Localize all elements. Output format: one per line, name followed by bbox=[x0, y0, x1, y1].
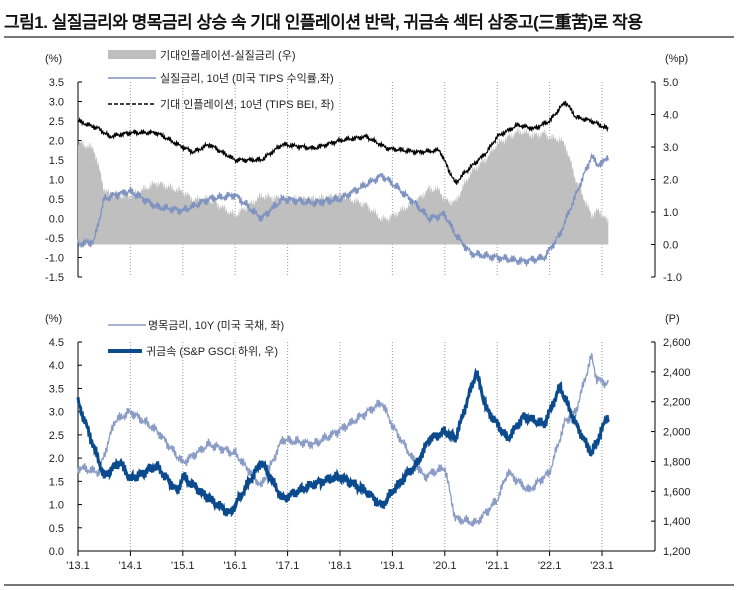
right-tick-label: 2.0 bbox=[663, 175, 678, 187]
left-tick-label: 2.0 bbox=[49, 453, 64, 465]
nominal-rate-line bbox=[77, 353, 609, 527]
left-tick-label: 3.5 bbox=[49, 77, 64, 89]
right-tick-label: 1,800 bbox=[663, 456, 691, 468]
right-tick-label: 1,400 bbox=[663, 516, 691, 528]
left-tick-label: 3.0 bbox=[49, 97, 64, 109]
right-tick-label: -1.0 bbox=[663, 272, 682, 284]
left-tick-label: 2.0 bbox=[49, 136, 64, 148]
right-tick-label: 2,000 bbox=[663, 427, 691, 439]
bottom-rule bbox=[4, 584, 734, 586]
legend-gold: 귀금속 (S&P GSCI 하위, 우) bbox=[146, 344, 278, 358]
left-unit: (%) bbox=[45, 53, 62, 65]
left-tick-label: 3.5 bbox=[49, 383, 64, 395]
left-tick-label: 4.0 bbox=[49, 360, 64, 372]
x-tick-label: '22.1 bbox=[538, 560, 562, 572]
x-tick-label: '14.1 bbox=[119, 560, 143, 572]
right-tick-label: 1.0 bbox=[663, 207, 678, 219]
right-tick-label: 2,400 bbox=[663, 367, 691, 379]
left-tick-label: 0.5 bbox=[49, 194, 64, 206]
left-tick-label: -1.5 bbox=[45, 272, 64, 284]
left-unit: (%) bbox=[45, 313, 62, 325]
x-tick-label: '21.1 bbox=[485, 560, 509, 572]
real-rate-line bbox=[77, 152, 609, 267]
right-tick-label: 0.0 bbox=[663, 240, 678, 252]
x-tick-label: '17.1 bbox=[276, 560, 300, 572]
x-tick-label: '20.1 bbox=[433, 560, 457, 572]
right-tick-label: 3.0 bbox=[663, 142, 678, 154]
left-tick-label: 0.0 bbox=[49, 214, 64, 226]
right-tick-label: 1,200 bbox=[663, 546, 691, 558]
left-tick-label: 2.5 bbox=[49, 116, 64, 128]
top-rule bbox=[4, 36, 734, 38]
left-tick-label: -1.0 bbox=[45, 253, 64, 265]
legend-swatch-spread bbox=[108, 50, 156, 59]
x-tick-label: '23.1 bbox=[590, 560, 614, 572]
right-unit: (P) bbox=[665, 313, 680, 325]
legend-spread: 기대인플레이션-실질금리 (우) bbox=[160, 49, 296, 62]
x-tick-label: '13.1 bbox=[66, 560, 90, 572]
right-tick-label: 2,600 bbox=[663, 337, 691, 349]
legend-real: 실질금리, 10년 (미국 TIPS 수익률,좌) bbox=[160, 72, 334, 85]
right-tick-label: 2,200 bbox=[663, 397, 691, 409]
left-tick-label: 0.5 bbox=[49, 523, 64, 535]
left-tick-label: 1.5 bbox=[49, 476, 64, 488]
x-tick-label: '16.1 bbox=[223, 560, 247, 572]
left-tick-label: 1.5 bbox=[49, 155, 64, 167]
legend-bei: 기대 인플레이션, 10년 (TIPS BEI, 좌) bbox=[160, 98, 334, 111]
bei-line bbox=[77, 100, 609, 186]
left-tick-label: 4.5 bbox=[49, 337, 64, 349]
right-unit: (%p) bbox=[665, 53, 688, 65]
left-tick-label: 1.0 bbox=[49, 175, 64, 187]
x-tick-label: '15.1 bbox=[171, 560, 195, 572]
left-tick-label: 1.0 bbox=[49, 500, 64, 512]
left-tick-label: 0.0 bbox=[49, 546, 64, 558]
right-tick-label: 4.0 bbox=[663, 110, 678, 122]
spread-area bbox=[78, 126, 609, 245]
x-tick-label: '18.1 bbox=[328, 560, 352, 572]
precious-metals-line bbox=[76, 367, 610, 518]
legend-nominal: 명목금리, 10Y (미국 국채, 좌) bbox=[148, 319, 284, 332]
left-tick-label: 3.0 bbox=[49, 407, 64, 419]
figure-title: 그림1. 실질금리와 명목금리 상승 속 기대 인플레이션 반락, 귀금속 섹터… bbox=[4, 13, 643, 32]
right-tick-label: 1,600 bbox=[663, 486, 691, 498]
x-tick-label: '19.1 bbox=[381, 560, 405, 572]
left-tick-label: -0.5 bbox=[45, 233, 64, 245]
left-tick-label: 2.5 bbox=[49, 430, 64, 442]
right-tick-label: 5.0 bbox=[663, 77, 678, 89]
